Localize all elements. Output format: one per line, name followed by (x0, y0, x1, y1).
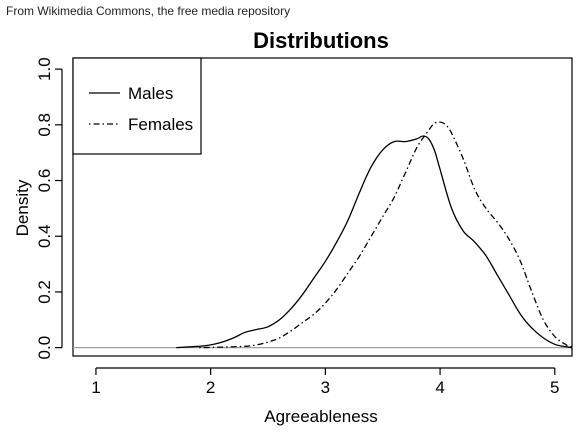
y-tick-label: 0.6 (35, 169, 54, 193)
x-tick-label: 3 (321, 378, 330, 397)
series-line-males (176, 135, 573, 349)
chart-title: Distributions (253, 28, 389, 53)
y-tick-label: 0.4 (35, 224, 54, 248)
legend-label-females: Females (128, 115, 193, 134)
y-axis-label: Density (13, 179, 32, 236)
y-tick-label: 1.0 (35, 57, 54, 81)
axes: 1 2 3 4 5 0.0 0.2 0.4 0.6 0.8 1.0 (35, 57, 573, 397)
y-tick-label: 0.8 (35, 113, 54, 137)
source-caption: From Wikimedia Commons, the free media r… (6, 4, 291, 18)
plot-frame (72, 57, 573, 357)
y-tick-label: 0.0 (35, 336, 54, 360)
x-tick-label: 1 (91, 378, 100, 397)
plot-area (73, 121, 573, 349)
x-axis-label: Agreeableness (264, 407, 377, 426)
x-tick-label: 5 (550, 378, 559, 397)
legend: Males Females (72, 57, 202, 155)
series-line-females (199, 121, 573, 349)
x-tick-label: 2 (206, 378, 215, 397)
x-tick-label: 4 (435, 378, 444, 397)
legend-box (72, 57, 202, 155)
legend-label-males: Males (128, 84, 173, 103)
y-tick-label: 0.2 (35, 280, 54, 304)
